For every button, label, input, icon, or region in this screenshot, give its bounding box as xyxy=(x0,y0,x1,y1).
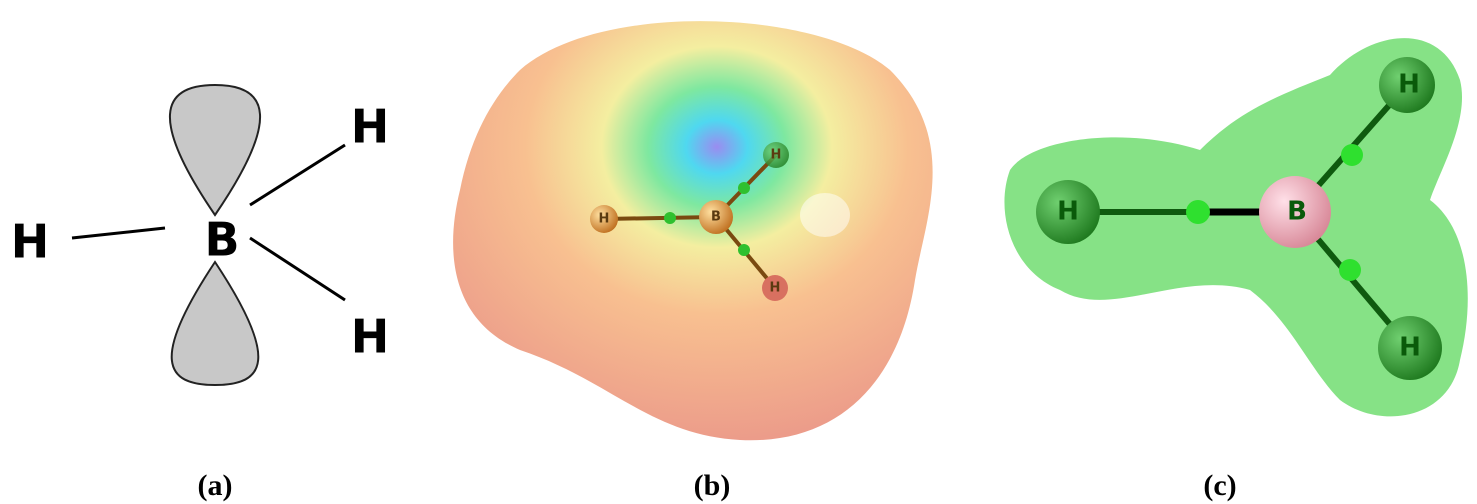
atom-label: H xyxy=(599,212,610,227)
atom-label: H xyxy=(771,148,782,163)
bond xyxy=(72,228,165,238)
panel-label: (b) xyxy=(694,469,731,502)
atom-label: H xyxy=(1057,197,1079,227)
atom-label: H xyxy=(1398,70,1420,100)
atom-label: H xyxy=(11,215,50,269)
atom-label: H xyxy=(770,281,781,296)
panel-a: H B H H (a) xyxy=(11,85,390,502)
highlight xyxy=(800,193,850,237)
atom-label: B xyxy=(711,210,721,225)
bond xyxy=(250,145,345,205)
orbital-lobe xyxy=(172,262,259,385)
atom-label: B xyxy=(1287,197,1307,227)
panel-label: (c) xyxy=(1203,469,1236,502)
atom-label: H xyxy=(351,310,390,364)
panel-label: (a) xyxy=(198,469,233,502)
panel-c: H B H H (c) xyxy=(1004,38,1467,502)
potential-surface xyxy=(453,21,933,440)
panel-b: H B H H (b) xyxy=(453,21,933,502)
orbital-lobe xyxy=(170,85,260,215)
atom-label: B xyxy=(204,213,239,267)
atom-label: H xyxy=(351,100,390,154)
figure: H B H H (a) H B H H (b) H B H H (c) xyxy=(0,0,1477,504)
atom-label: H xyxy=(1399,333,1421,363)
bond xyxy=(250,238,345,300)
